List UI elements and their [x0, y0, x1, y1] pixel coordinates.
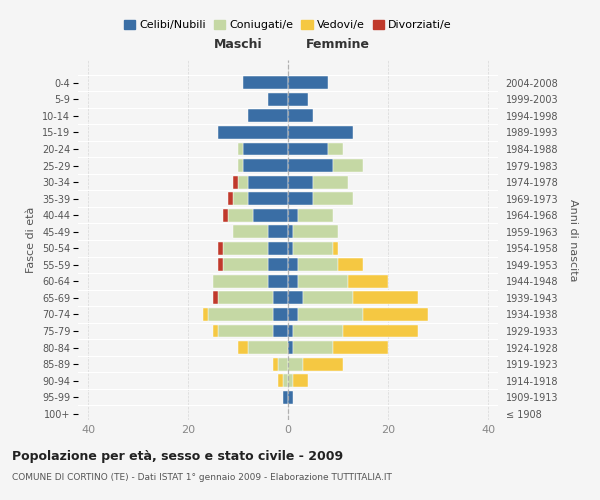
Y-axis label: Anni di nascita: Anni di nascita: [568, 198, 578, 281]
Y-axis label: Fasce di età: Fasce di età: [26, 207, 37, 273]
Text: COMUNE DI CORTINO (TE) - Dati ISTAT 1° gennaio 2009 - Elaborazione TUTTITALIA.IT: COMUNE DI CORTINO (TE) - Dati ISTAT 1° g…: [12, 472, 392, 482]
Bar: [233, 176, 238, 188]
Bar: [303, 292, 353, 304]
Bar: [313, 176, 348, 188]
Text: Popolazione per età, sesso e stato civile - 2009: Popolazione per età, sesso e stato civil…: [12, 450, 343, 463]
Bar: [268, 93, 288, 106]
Text: Femmine: Femmine: [306, 38, 370, 51]
Bar: [248, 110, 288, 122]
Bar: [238, 159, 243, 172]
Text: Maschi: Maschi: [214, 38, 262, 51]
Bar: [203, 308, 208, 321]
Bar: [228, 192, 233, 205]
Bar: [353, 292, 418, 304]
Bar: [288, 126, 353, 139]
Bar: [253, 208, 288, 222]
Bar: [273, 308, 288, 321]
Bar: [268, 226, 288, 238]
Bar: [348, 275, 388, 288]
Bar: [278, 374, 283, 387]
Bar: [288, 358, 303, 370]
Bar: [288, 159, 333, 172]
Bar: [238, 176, 248, 188]
Bar: [273, 292, 288, 304]
Bar: [293, 226, 338, 238]
Bar: [303, 358, 343, 370]
Bar: [248, 192, 288, 205]
Bar: [333, 159, 363, 172]
Bar: [288, 192, 313, 205]
Bar: [233, 192, 248, 205]
Bar: [298, 258, 338, 272]
Bar: [218, 242, 223, 254]
Bar: [333, 341, 388, 354]
Bar: [228, 208, 253, 222]
Bar: [343, 324, 418, 338]
Bar: [293, 341, 333, 354]
Bar: [218, 324, 273, 338]
Bar: [223, 242, 268, 254]
Bar: [288, 242, 293, 254]
Bar: [298, 308, 363, 321]
Bar: [288, 176, 313, 188]
Bar: [218, 258, 223, 272]
Bar: [288, 341, 293, 354]
Bar: [288, 292, 303, 304]
Bar: [313, 192, 353, 205]
Bar: [288, 308, 298, 321]
Bar: [288, 110, 313, 122]
Bar: [288, 324, 293, 338]
Bar: [273, 358, 278, 370]
Bar: [248, 341, 288, 354]
Bar: [273, 324, 288, 338]
Bar: [278, 358, 288, 370]
Bar: [288, 208, 298, 222]
Bar: [223, 258, 268, 272]
Bar: [298, 275, 348, 288]
Bar: [238, 142, 243, 156]
Bar: [288, 226, 293, 238]
Bar: [363, 308, 428, 321]
Bar: [283, 374, 288, 387]
Bar: [293, 324, 343, 338]
Bar: [233, 226, 268, 238]
Bar: [243, 159, 288, 172]
Bar: [238, 341, 248, 354]
Bar: [213, 275, 268, 288]
Bar: [288, 390, 293, 404]
Bar: [288, 76, 328, 90]
Bar: [293, 242, 333, 254]
Bar: [288, 93, 308, 106]
Bar: [218, 126, 288, 139]
Bar: [288, 374, 293, 387]
Bar: [338, 258, 363, 272]
Legend: Celibi/Nubili, Coniugati/e, Vedovi/e, Divorziati/e: Celibi/Nubili, Coniugati/e, Vedovi/e, Di…: [120, 15, 456, 34]
Bar: [333, 242, 338, 254]
Bar: [328, 142, 343, 156]
Bar: [213, 324, 218, 338]
Bar: [268, 258, 288, 272]
Bar: [268, 242, 288, 254]
Bar: [208, 308, 273, 321]
Bar: [283, 390, 288, 404]
Bar: [298, 208, 333, 222]
Bar: [213, 292, 218, 304]
Bar: [288, 275, 298, 288]
Bar: [268, 275, 288, 288]
Bar: [243, 76, 288, 90]
Bar: [288, 142, 328, 156]
Bar: [293, 374, 308, 387]
Bar: [223, 208, 228, 222]
Bar: [243, 142, 288, 156]
Bar: [288, 258, 298, 272]
Bar: [218, 292, 273, 304]
Bar: [248, 176, 288, 188]
